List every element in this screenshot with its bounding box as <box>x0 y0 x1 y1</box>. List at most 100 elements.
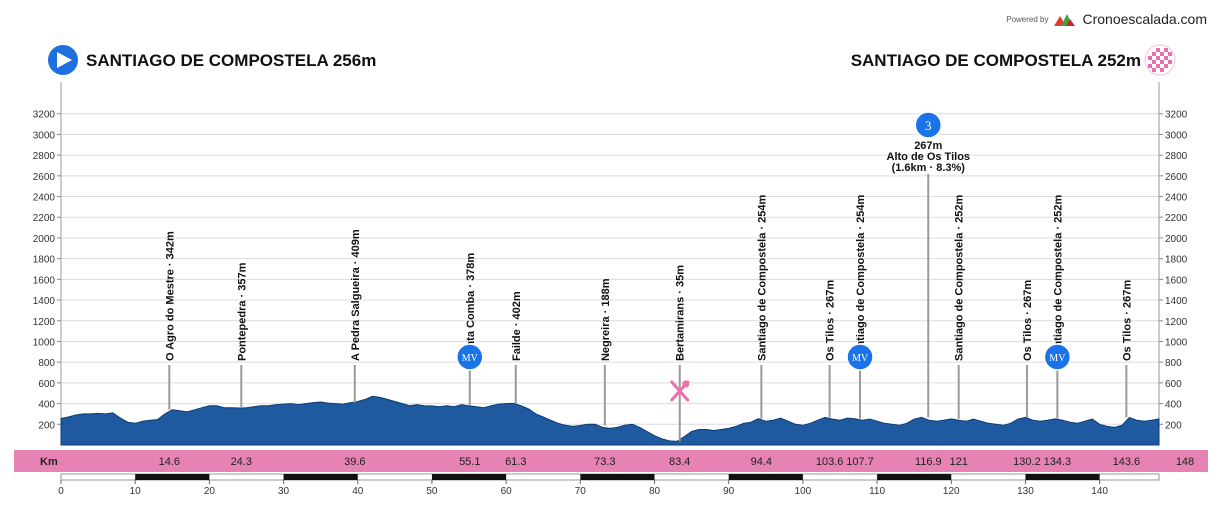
point-label: Santa Comba · 378m <box>465 253 477 361</box>
mv-badge-label: MV <box>852 353 869 364</box>
point-label: A Pedra Salgueira · 409m <box>350 229 362 361</box>
y-tick-label-right: 3000 <box>1165 130 1188 141</box>
finish-flag-square <box>1168 60 1172 64</box>
x-tick-label: 130 <box>1017 486 1034 497</box>
finish-label: SANTIAGO DE COMPOSTELA 252m <box>851 51 1141 70</box>
x-tick-label: 10 <box>130 486 142 497</box>
y-tick-label-left: 2400 <box>33 193 56 204</box>
x-tick-label: 50 <box>426 486 438 497</box>
x-tick-label: 90 <box>723 486 735 497</box>
km-band <box>14 450 1208 472</box>
y-tick-label-right: 800 <box>1165 358 1182 369</box>
powered-by-text: Powered by <box>1006 14 1049 24</box>
y-tick-label-left: 1200 <box>33 317 56 328</box>
finish-flag-square <box>1156 56 1160 60</box>
point-label: Pontepedra · 357m <box>236 262 248 361</box>
mv-badge-label: MV <box>1049 353 1066 364</box>
point-label: Santiago de Compostela · 252m <box>954 195 966 361</box>
y-tick-label-right: 2600 <box>1165 172 1188 183</box>
point-label: Santiago de Compostela · 254m <box>756 195 768 361</box>
point-label: Failde · 402m <box>511 291 523 361</box>
point-label: Bertamirans · 35m <box>675 265 687 361</box>
y-tick-label-left: 600 <box>38 379 55 390</box>
y-tick-label-left: 3000 <box>33 130 56 141</box>
feed-zone-icon <box>670 380 690 402</box>
y-tick-label-right: 2200 <box>1165 213 1188 224</box>
point-label: Santiago de Compostela · 254m <box>855 195 867 361</box>
y-tick-label-left: 3200 <box>33 110 56 121</box>
y-tick-label-right: 1400 <box>1165 296 1188 307</box>
km-band-value: 73.3 <box>594 456 615 468</box>
km-band-value: 14.6 <box>159 456 180 468</box>
climb-detail-label: (1.6km · 8.3%) <box>892 162 966 174</box>
finish-flag-square <box>1160 60 1164 64</box>
y-tick-label-left: 1000 <box>33 337 56 348</box>
y-tick-label-left: 200 <box>38 420 55 431</box>
distance-scale-segment <box>431 474 507 480</box>
y-tick-label-right: 1000 <box>1165 337 1188 348</box>
finish-flag-square <box>1160 52 1164 56</box>
x-tick-label: 20 <box>204 486 216 497</box>
finish-flag-square <box>1156 48 1160 52</box>
climb-category-icon <box>914 111 943 139</box>
y-tick-label-right: 1600 <box>1165 275 1188 286</box>
finish-flag-icon <box>1144 44 1176 76</box>
point-label: Os Tilos · 267m <box>1121 280 1133 361</box>
y-tick-label-right: 200 <box>1165 420 1182 431</box>
distance-scale-segment <box>283 474 358 480</box>
x-tick-label: 110 <box>869 486 885 497</box>
km-band-value: 103.6 <box>816 456 844 468</box>
climb-name-label: Alto de Os Tilos <box>887 151 971 163</box>
x-tick-label: 40 <box>352 486 364 497</box>
km-band-value: 55.1 <box>459 456 480 468</box>
km-band-value: 148 <box>1176 456 1194 468</box>
y-tick-label-right: 2000 <box>1165 234 1188 245</box>
x-tick-label: 60 <box>501 486 513 497</box>
x-tick-label: 140 <box>1091 486 1108 497</box>
km-band-value: 39.6 <box>344 456 365 468</box>
point-label: Santiago de Compostela · 252m <box>1052 195 1064 361</box>
powered-by: Powered by Cronoescalada.com <box>1006 11 1207 27</box>
feed-zone-icon-bowl <box>682 380 690 388</box>
finish-flag-square <box>1160 68 1164 72</box>
y-tick-label-right: 400 <box>1165 400 1182 411</box>
start-icon <box>48 45 78 75</box>
mv-badge-label: MV <box>462 353 479 364</box>
y-tick-label-right: 2800 <box>1165 151 1188 162</box>
x-tick-label: 30 <box>278 486 290 497</box>
y-tick-label-right: 600 <box>1165 379 1182 390</box>
finish-flag-square <box>1164 48 1168 52</box>
x-tick-label: 80 <box>649 486 661 497</box>
point-label: Negreira · 188m <box>600 278 612 361</box>
brand-link[interactable]: Cronoescalada.com <box>1082 11 1207 27</box>
x-tick-label: 100 <box>795 486 812 497</box>
km-band-value: 61.3 <box>505 456 526 468</box>
distance-scale-segment <box>877 474 952 480</box>
km-band-value: 130.2 <box>1013 456 1041 468</box>
y-tick-label-left: 1400 <box>33 296 56 307</box>
point-label: Os Tilos · 267m <box>825 280 837 361</box>
y-tick-label-left: 1600 <box>33 275 56 286</box>
y-tick-label-right: 1800 <box>1165 255 1188 266</box>
y-tick-label-left: 2800 <box>33 151 56 162</box>
climb-category-label: 3 <box>925 118 932 133</box>
point-label: O Agro do Mestre · 342m <box>164 231 176 361</box>
x-tick-label: 70 <box>575 486 587 497</box>
km-band-value: 116.9 <box>915 456 942 468</box>
y-tick-label-right: 2400 <box>1165 193 1188 204</box>
finish-flag-square <box>1164 64 1168 68</box>
start-icon-arrow <box>57 52 72 68</box>
start-label: SANTIAGO DE COMPOSTELA 256m <box>86 51 376 70</box>
y-tick-label-left: 800 <box>38 358 55 369</box>
distance-scale-segment <box>135 474 210 480</box>
y-tick-label-left: 2600 <box>33 172 56 183</box>
finish-flag-square <box>1152 68 1156 72</box>
mv-badge-icon <box>456 343 484 371</box>
finish-flag-square <box>1152 52 1156 56</box>
finish-flag-square <box>1168 52 1172 56</box>
distance-scale-segment <box>580 474 655 480</box>
km-band-value: 83.4 <box>669 456 690 468</box>
km-band-value: 24.3 <box>231 456 252 468</box>
climb-elevation-label: 267m <box>914 140 942 152</box>
